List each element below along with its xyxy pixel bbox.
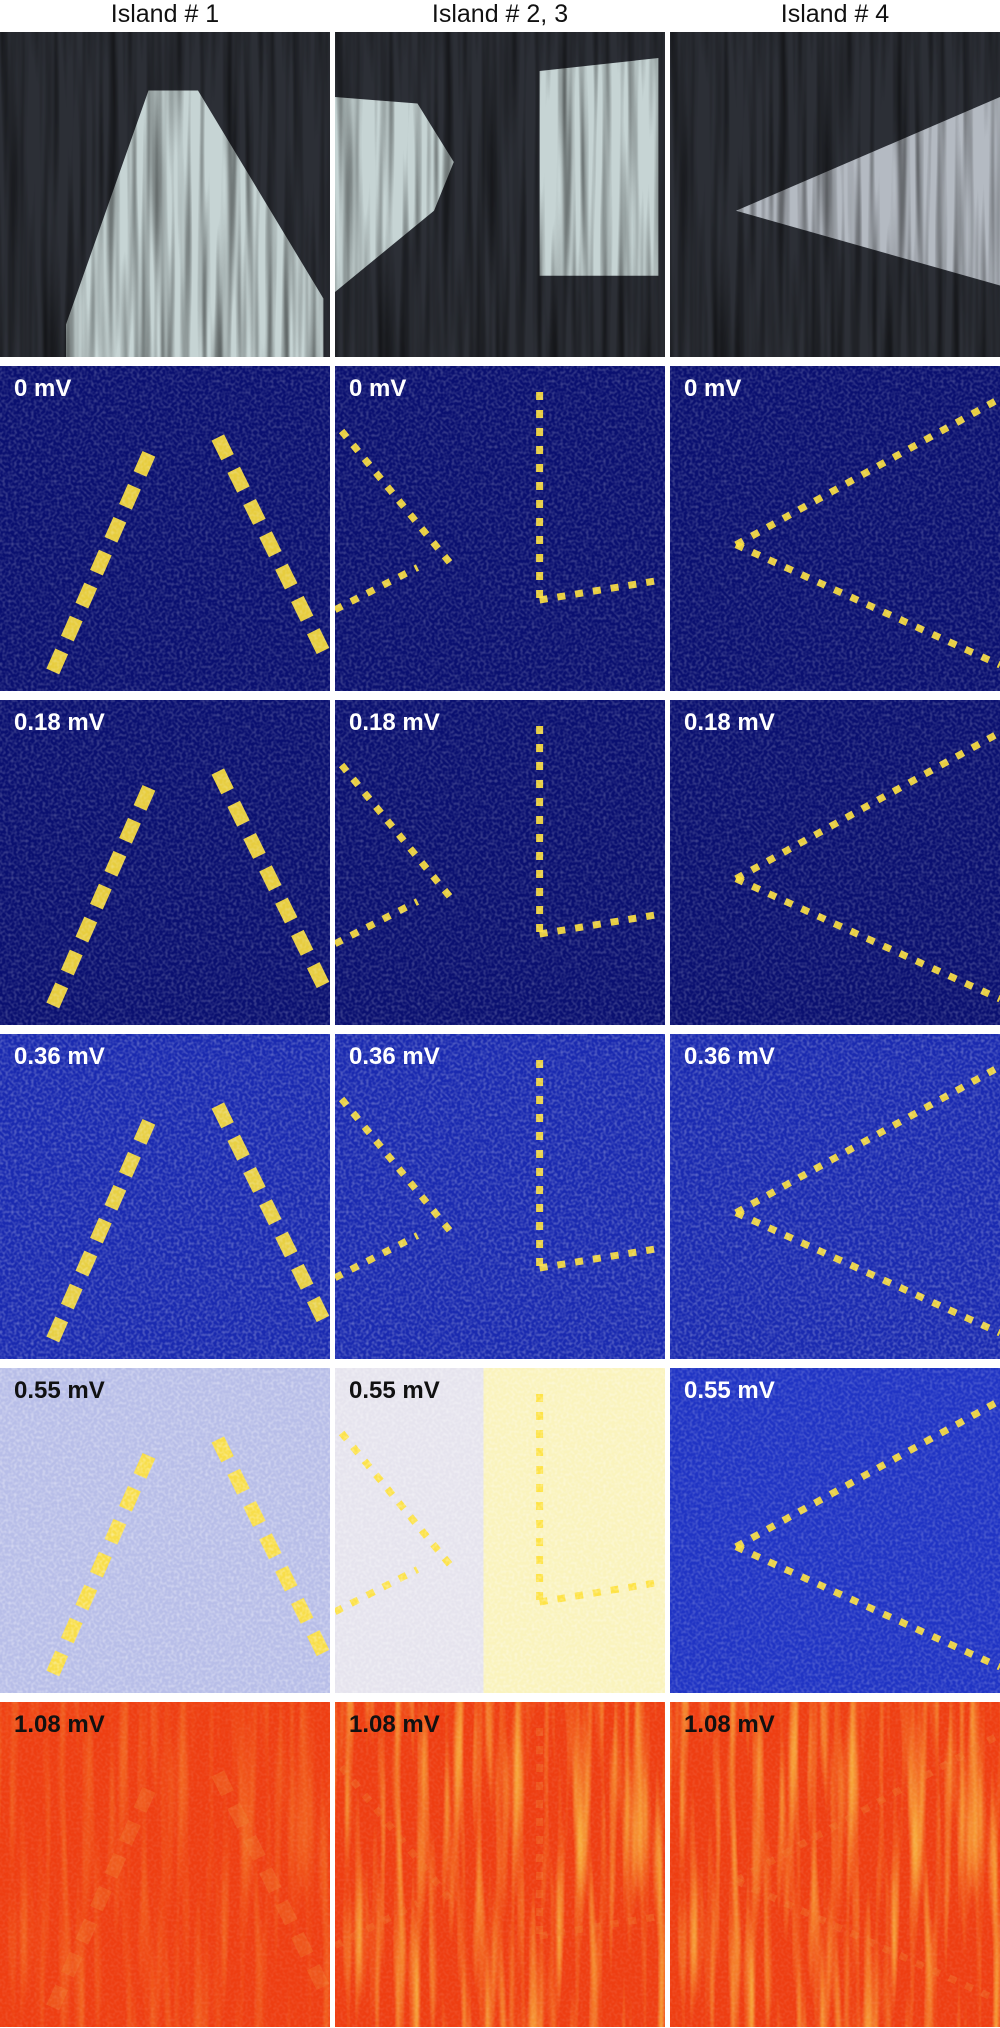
- panel: 0.36 mV: [0, 1034, 330, 1359]
- panel-image: [0, 366, 330, 691]
- energy-label: 0 mV: [684, 375, 741, 402]
- streaks: [0, 32, 330, 357]
- panel-image: [670, 1702, 1000, 2027]
- panel-image: [670, 700, 1000, 1025]
- panel: 0.18 mV: [0, 700, 330, 1025]
- panel: 0.55 mV: [670, 1368, 1000, 1693]
- panel: 0.55 mV: [0, 1368, 330, 1693]
- panel-image: [670, 32, 1000, 357]
- panel-image: [335, 1702, 665, 2027]
- streaks: [335, 32, 665, 357]
- panel-image: [0, 700, 330, 1025]
- panel: 0.18 mV: [335, 700, 665, 1025]
- energy-label: 0.18 mV: [684, 709, 775, 736]
- panel: 0 mV: [670, 366, 1000, 691]
- panel-image: [0, 1034, 330, 1359]
- panel-image: [335, 366, 665, 691]
- panel-image: [335, 1368, 665, 1693]
- column-title: Island # 2, 3: [432, 0, 568, 28]
- energy-label: 0 mV: [14, 375, 71, 402]
- energy-label: 0.18 mV: [14, 709, 105, 736]
- panel: 1.08 mV: [670, 1702, 1000, 2027]
- panel-image: [0, 32, 330, 357]
- energy-label: 0.18 mV: [349, 709, 440, 736]
- noise: [335, 1034, 665, 1359]
- panel-image: [335, 1034, 665, 1359]
- noise: [670, 1034, 1000, 1359]
- energy-label: 1.08 mV: [349, 1711, 440, 1738]
- energy-label: 0.55 mV: [349, 1377, 440, 1404]
- energy-label: 0.55 mV: [684, 1377, 775, 1404]
- noise: [670, 1368, 1000, 1693]
- panel: [0, 32, 330, 357]
- noise: [335, 1368, 665, 1693]
- panel: [335, 32, 665, 357]
- energy-label: 1.08 mV: [684, 1711, 775, 1738]
- panel-image: [0, 1702, 330, 2027]
- noise: [0, 366, 330, 691]
- energy-label: 0.36 mV: [684, 1043, 775, 1070]
- energy-label: 0 mV: [349, 375, 406, 402]
- energy-label: 0.36 mV: [14, 1043, 105, 1070]
- noise: [670, 700, 1000, 1025]
- streaks: [670, 32, 1000, 357]
- panel-image: [0, 1368, 330, 1693]
- panel: 0 mV: [335, 366, 665, 691]
- noise: [335, 366, 665, 691]
- noise: [670, 1702, 1000, 2027]
- panel-image: [335, 700, 665, 1025]
- noise: [335, 700, 665, 1025]
- energy-label: 1.08 mV: [14, 1711, 105, 1738]
- column-title: Island # 4: [781, 0, 890, 28]
- panel-image: [670, 366, 1000, 691]
- panel: 0 mV: [0, 366, 330, 691]
- noise: [0, 1702, 330, 2027]
- column-title: Island # 1: [111, 0, 219, 28]
- panel-image: [670, 1034, 1000, 1359]
- panel: 0.18 mV: [670, 700, 1000, 1025]
- noise: [0, 700, 330, 1025]
- panel: 0.55 mV: [335, 1368, 665, 1693]
- noise: [0, 1368, 330, 1693]
- panel-image: [335, 32, 665, 357]
- energy-label: 0.36 mV: [349, 1043, 440, 1070]
- noise: [670, 366, 1000, 691]
- noise: [335, 1702, 665, 2027]
- panel: 0.36 mV: [670, 1034, 1000, 1359]
- energy-label: 0.55 mV: [14, 1377, 105, 1404]
- panel: 1.08 mV: [335, 1702, 665, 2027]
- panel: 1.08 mV: [0, 1702, 330, 2027]
- noise: [0, 1034, 330, 1359]
- panel: [670, 32, 1000, 357]
- panel: 0.36 mV: [335, 1034, 665, 1359]
- panel-image: [670, 1368, 1000, 1693]
